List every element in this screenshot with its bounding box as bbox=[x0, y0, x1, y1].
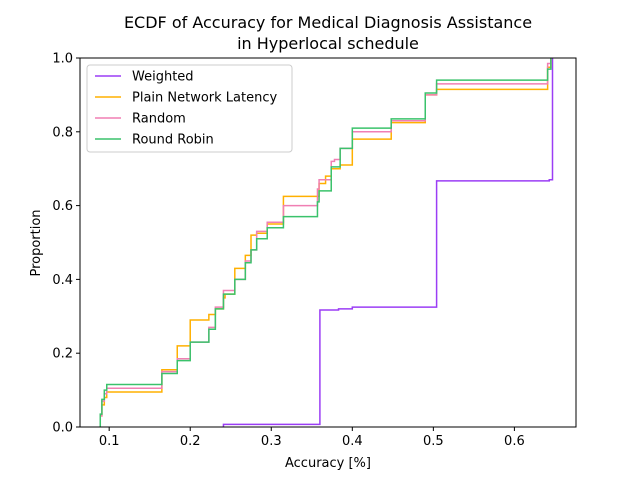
x-tick-label: 0.6 bbox=[504, 434, 525, 449]
x-tick-label: 0.2 bbox=[180, 434, 201, 449]
legend-label: Round Robin bbox=[132, 133, 214, 148]
x-axis-ticks: 0.1 0.2 0.3 0.4 0.5 0.6 bbox=[99, 427, 525, 449]
y-tick-label: 0.2 bbox=[52, 347, 73, 362]
legend-label: Random bbox=[132, 112, 186, 127]
y-tick-label: 0.4 bbox=[52, 273, 73, 288]
legend: Weighted Plain Network Latency Random Round… bbox=[86, 64, 293, 153]
legend-label: Plain Network Latency bbox=[132, 91, 278, 106]
x-tick-label: 0.5 bbox=[423, 434, 444, 449]
y-tick-label: 0.8 bbox=[52, 125, 73, 140]
x-axis-label: Accuracy [%] bbox=[285, 456, 371, 471]
x-tick-label: 0.3 bbox=[261, 434, 282, 449]
y-axis-ticks: 0.0 0.2 0.4 0.6 0.8 1.0 bbox=[52, 52, 80, 436]
series-line-round-robin bbox=[99, 58, 552, 427]
series-line-plain-network-latency bbox=[99, 58, 552, 427]
chart-title-line-1: ECDF of Accuracy for Medical Diagnosis A… bbox=[124, 13, 532, 32]
chart-title-line-2: in Hyperlocal schedule bbox=[237, 34, 419, 53]
plot-lines bbox=[99, 58, 554, 427]
series-line-weighted bbox=[222, 58, 554, 427]
y-axis-label: Proportion bbox=[29, 209, 44, 276]
y-tick-label: 1.0 bbox=[52, 52, 73, 67]
y-tick-label: 0.6 bbox=[52, 199, 73, 214]
y-tick-label: 0.0 bbox=[52, 421, 73, 436]
legend-label: Weighted bbox=[132, 70, 194, 85]
plot-frame bbox=[79, 57, 577, 428]
x-tick-label: 0.4 bbox=[342, 434, 363, 449]
x-tick-label: 0.1 bbox=[99, 434, 120, 449]
legend-box bbox=[86, 64, 293, 153]
